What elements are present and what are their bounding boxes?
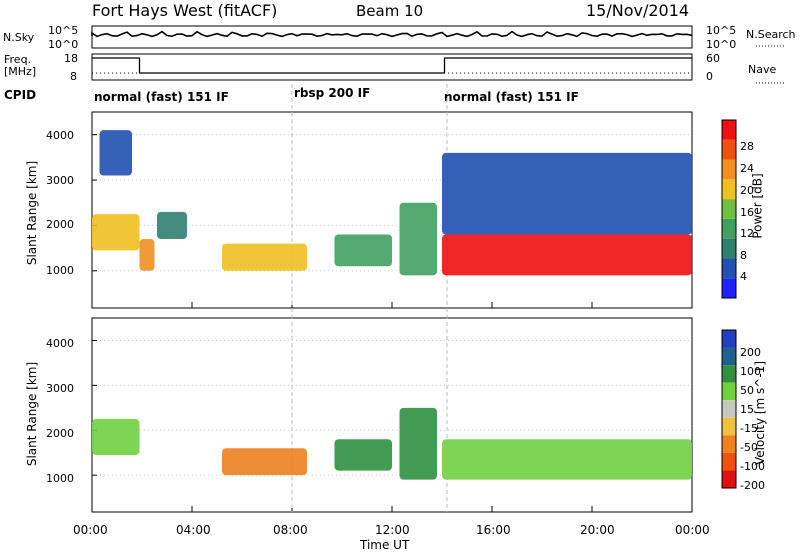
power-cbar-tick-12: 12 <box>740 227 754 240</box>
power-colorbar-cell <box>722 218 736 239</box>
power-scatter-region <box>139 239 155 271</box>
power-colorbar-frame <box>721 119 737 299</box>
nsearch-tick-bottom: 10^0 <box>706 38 737 51</box>
velocity-scatter-region <box>334 439 392 471</box>
xtick-6: 00:00 <box>675 523 710 537</box>
power-scatter-region <box>334 234 392 267</box>
xtick-4: 16:00 <box>476 523 511 537</box>
power-scatter-region <box>442 234 692 276</box>
xtick-5: 20:00 <box>580 523 615 537</box>
power-colorbar-cell <box>722 278 736 298</box>
power-cbar-tick-4: 4 <box>740 270 747 283</box>
power-ytick-1000: 1000 <box>46 264 74 277</box>
velocity-ytick-1000: 1000 <box>46 472 74 485</box>
velocity-ytick-3000: 3000 <box>46 382 74 395</box>
freq-label: Freq. <box>4 53 32 66</box>
velocity-panel-frame <box>91 317 693 513</box>
velocity-colorbar-cell <box>722 435 736 453</box>
nave-label: Nave <box>748 63 777 76</box>
vel-cbar-tick-100: 100 <box>740 365 761 378</box>
xtick-3: 12:00 <box>375 523 410 537</box>
power-colorbar-cell <box>722 258 736 279</box>
nsky-tick-bottom: 10^0 <box>48 38 79 51</box>
date-label: 15/Nov/2014 <box>586 1 690 20</box>
nsky-tick-top: 10^5 <box>48 24 79 37</box>
power-scatter-region <box>222 243 307 271</box>
vel-cbar-tick-m15: -15 <box>740 422 758 435</box>
power-scatter-region <box>157 211 187 240</box>
x-axis-title: Time UT <box>360 538 410 552</box>
velocity-colorbar-cell <box>722 470 736 488</box>
nsearch-tick-top: 10^5 <box>706 24 737 37</box>
velocity-colorbar-cell <box>722 452 736 471</box>
cpid-label: CPID <box>4 88 37 102</box>
power-colorbar-cell <box>722 159 736 180</box>
velocity-colorbar-cell <box>722 400 736 418</box>
velocity-colorbar-cell <box>722 417 736 436</box>
sky-panel-frame <box>91 25 693 49</box>
power-ytick-2000: 2000 <box>46 218 74 231</box>
power-ytick-3000: 3000 <box>46 174 74 187</box>
power-cbar-tick-16: 16 <box>740 206 754 219</box>
velocity-colorbar-cell <box>722 330 736 348</box>
vel-cbar-tick-50: 50 <box>740 384 754 397</box>
power-colorbar-cell <box>722 120 736 140</box>
beam-label: Beam 10 <box>356 2 424 20</box>
cpid-segment-3: normal (fast) 151 IF <box>444 90 579 104</box>
power-colorbar-cell <box>722 199 736 219</box>
power-colorbar-cell <box>722 179 736 200</box>
power-scatter-region <box>399 202 437 276</box>
velocity-ytick-2000: 2000 <box>46 427 74 440</box>
vel-cbar-tick-m200: -200 <box>740 479 765 492</box>
power-colorbar-cell <box>722 238 736 259</box>
xtick-1: 04:00 <box>176 523 211 537</box>
xtick-0: 00:00 <box>73 523 108 537</box>
velocity-scatter-region <box>92 419 140 455</box>
power-colorbar-cell <box>722 139 736 160</box>
chart-title: Fort Hays West (fitACF) <box>92 1 278 20</box>
power-ytick-4000: 4000 <box>46 129 74 142</box>
nsky-label: N.Sky <box>3 31 35 44</box>
freq-step-trace <box>92 57 692 74</box>
velocity-ytick-4000: 4000 <box>46 337 74 350</box>
nave-tick-bottom: 0 <box>706 70 713 83</box>
sky-noise-trace <box>91 30 693 38</box>
power-scatter-region <box>442 152 692 235</box>
velocity-colorbar-cell <box>722 382 736 401</box>
power-cbar-tick-28: 28 <box>740 140 754 153</box>
vel-cbar-tick-15: 15 <box>740 403 754 416</box>
nave-tick-top: 60 <box>706 52 720 65</box>
velocity-scatter-region <box>222 448 307 476</box>
velocity-colorbar-cell <box>722 365 736 383</box>
freq-unit-label: [MHz] <box>4 65 37 78</box>
cpid-segment-2: rbsp 200 IF <box>294 86 371 100</box>
nsearch-label: N.Search <box>746 28 796 41</box>
vel-cbar-tick-m100: -100 <box>740 460 765 473</box>
freq-tick-bottom: 8 <box>70 70 77 83</box>
cpid-segment-1: normal (fast) 151 IF <box>94 90 229 104</box>
freq-panel-frame <box>91 53 693 81</box>
freq-tick-top: 18 <box>64 52 78 65</box>
velocity-colorbar-frame <box>721 329 737 489</box>
power-cbar-tick-24: 24 <box>740 162 754 175</box>
power-cbar-tick-20: 20 <box>740 184 754 197</box>
vel-cbar-tick-m50: -50 <box>740 441 758 454</box>
vel-cbar-tick-200: 200 <box>740 346 761 359</box>
power-cbar-tick-8: 8 <box>740 249 747 262</box>
xtick-2: 08:00 <box>273 523 308 537</box>
power-scatter-region <box>99 130 132 176</box>
power-scatter-region <box>92 214 140 251</box>
velocity-scatter-region <box>442 439 692 480</box>
velocity-scatter-region <box>399 407 437 480</box>
velocity-colorbar-cell <box>722 347 736 366</box>
